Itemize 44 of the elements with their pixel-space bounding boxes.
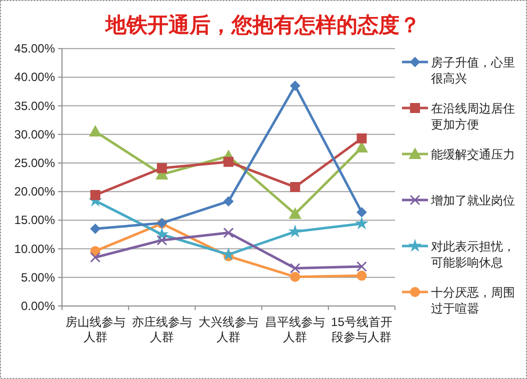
legend-label: 能缓解交通压力 [431,148,515,162]
point [222,248,234,260]
chart-title: 地铁开通后，您抱有怎样的态度？ [104,13,420,37]
point [290,182,300,192]
x-tick-label: 大兴线参与人群 [198,315,258,344]
legend-label: 十分厌恶，周围过于喧嚣 [431,286,515,316]
point [356,207,367,218]
point [90,224,100,234]
point [289,226,301,237]
legend-label: 房子升值，心里很高兴 [431,56,515,86]
point [289,208,302,219]
point [224,156,234,167]
point [89,126,102,137]
point [290,263,300,274]
y-tick-label: 15.00% [14,213,56,228]
legend-label: 在沿线周边居住更加方便 [431,102,515,132]
point [356,270,367,281]
x-tick-label: 房山线参与人群 [65,315,126,344]
y-tick-label: 40.00% [14,70,56,84]
x-tick-label: 亦庄线参与人群 [132,315,192,344]
point [224,196,234,206]
point [356,218,368,229]
y-tick-label: 35.00% [14,98,56,113]
point [90,252,101,263]
y-tick-label: 30.00% [14,127,56,142]
point [156,234,168,246]
point [90,190,100,200]
point [156,163,167,174]
point [356,261,367,272]
point [356,142,368,153]
point [223,228,234,238]
y-tick-label: 0.00% [20,299,56,313]
y-tick-label: 10.00% [14,242,56,256]
y-tick-label: 5.00% [20,270,56,284]
point [290,80,300,91]
x-tick-label: 昌平线参与人群 [265,315,326,344]
y-tick-label: 25.00% [14,156,56,170]
legend-label: 增加了就业岗位 [430,194,515,208]
y-tick-label: 20.00% [14,184,56,199]
legend-label: 对此表示担忧，可能影响休息 [431,240,515,270]
y-tick-label: 45.00% [14,42,56,56]
x-tick-label: 15号线首开段参与人群 [331,315,392,344]
point [356,133,367,144]
point [290,272,300,282]
